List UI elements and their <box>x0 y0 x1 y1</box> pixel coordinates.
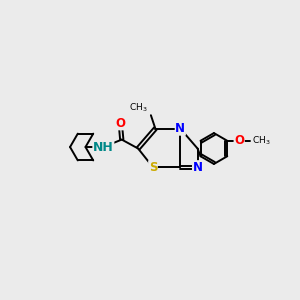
Text: N: N <box>175 122 185 135</box>
Text: N: N <box>193 161 202 174</box>
Text: S: S <box>149 161 157 174</box>
Text: $\mathregular{CH_3}$: $\mathregular{CH_3}$ <box>252 134 271 147</box>
Text: O: O <box>115 117 125 130</box>
Text: NH: NH <box>93 140 114 154</box>
Text: O: O <box>234 134 244 147</box>
Text: $\mathregular{CH_3}$: $\mathregular{CH_3}$ <box>129 101 147 114</box>
